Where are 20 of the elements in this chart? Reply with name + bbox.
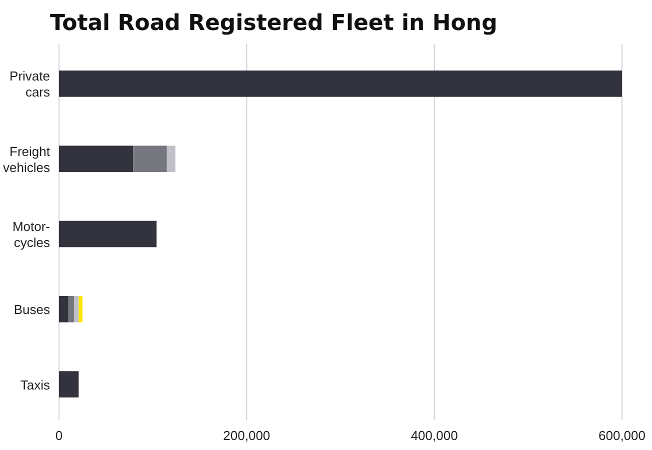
bar: [59, 220, 157, 248]
y-tick-label: Freight vehicles: [3, 144, 50, 175]
x-tick-label: 0: [55, 428, 63, 443]
y-tick-label: Motor-cycles: [12, 219, 50, 250]
bar: [133, 146, 167, 172]
y-tick-label: Private cars: [10, 68, 50, 100]
bar: [59, 70, 622, 97]
bar: [59, 371, 79, 398]
chart-title: Total Road Registered Fleet in Hong: [50, 11, 498, 36]
x-tick-label: 200,000: [223, 428, 270, 443]
bar: [166, 146, 176, 172]
x-tick-label: 600,000: [598, 428, 646, 443]
bar: [74, 296, 79, 322]
y-tick-label: Taxis: [20, 377, 50, 392]
bar: [59, 296, 68, 322]
x-tick-label: 400,000: [410, 428, 458, 443]
bar: [68, 296, 74, 322]
y-tick-label: Buses: [14, 302, 50, 318]
bar: [78, 296, 82, 322]
bar: [59, 146, 134, 172]
